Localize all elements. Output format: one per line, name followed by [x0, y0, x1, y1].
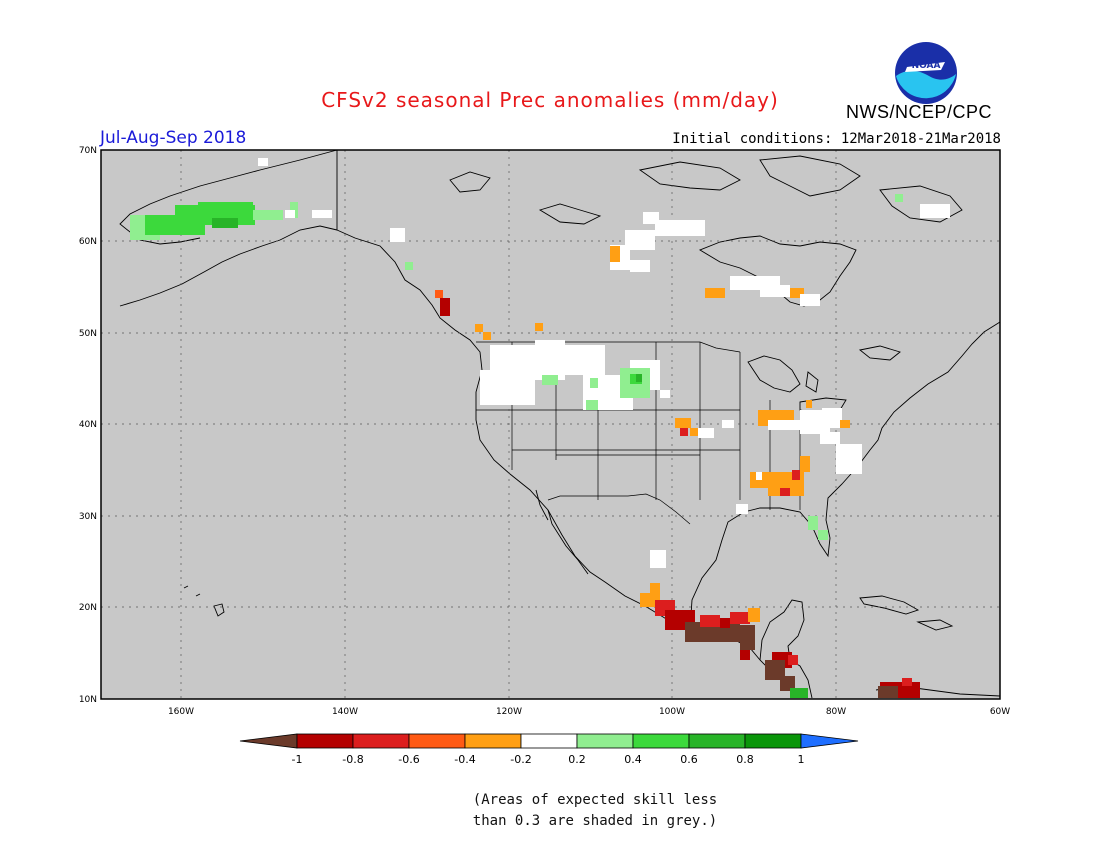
legend-label: 0.2 [568, 753, 586, 766]
initial-conditions-label: Initial conditions: 12Mar2018-21Mar2018 [672, 131, 1001, 147]
lat-label: 50N [79, 329, 97, 339]
legend-arrow-left [239, 733, 298, 749]
lat-labels: 70N 60N 50N 40N 30N 20N 10N [79, 146, 97, 705]
lon-label: 100W [659, 707, 685, 717]
lon-label: 140W [332, 707, 358, 717]
legend-swatch [464, 733, 522, 749]
legend-swatch [744, 733, 802, 749]
gridlines [101, 150, 1000, 699]
lat-label: 30N [79, 512, 97, 522]
noaa-logo: NOAA [895, 42, 957, 104]
legend-label: 0.8 [736, 753, 754, 766]
map-title: CFSv2 seasonal Prec anomalies (mm/day) [321, 88, 779, 112]
noaa-logo-text: NOAA [912, 61, 941, 71]
legend-label: 0.6 [680, 753, 698, 766]
legend-swatch [632, 733, 690, 749]
map-background [101, 150, 1000, 699]
lat-label: 20N [79, 603, 97, 613]
legend-swatch [688, 733, 746, 749]
color-legend: -1 -0.8 -0.6 -0.4 -0.2 0.2 0.4 0.6 0.8 1 [239, 733, 859, 766]
agency-label: NWS/NCEP/CPC [846, 102, 993, 122]
lon-label: 160W [168, 707, 194, 717]
legend-swatch [408, 733, 466, 749]
legend-label: -0.8 [342, 753, 363, 766]
anomaly-cells [130, 158, 950, 698]
lon-label: 80W [826, 707, 846, 717]
skill-footnote-line2: than 0.3 are shaded in grey.) [472, 813, 718, 829]
skill-footnote-line1: (Areas of expected skill less [472, 792, 718, 808]
legend-swatch [520, 733, 578, 749]
lon-label: 120W [496, 707, 522, 717]
lon-labels: 160W 140W 120W 100W 80W 60W [168, 707, 1010, 717]
lat-label: 10N [79, 695, 97, 705]
legend-label: -0.6 [398, 753, 419, 766]
lat-label: 60N [79, 237, 97, 247]
map-frame [100, 149, 1001, 700]
legend-label: -0.4 [454, 753, 475, 766]
skill-footnote: (Areas of expected skill less than 0.3 a… [0, 790, 1100, 832]
lat-label: 70N [79, 146, 97, 156]
legend-swatch [352, 733, 410, 749]
legend-label: -0.2 [510, 753, 531, 766]
legend-swatch [296, 733, 354, 749]
legend-arrow-right [800, 733, 859, 749]
legend-label: -1 [292, 753, 303, 766]
season-label: Jul-Aug-Sep 2018 [100, 128, 247, 148]
lon-label: 60W [990, 707, 1010, 717]
legend-label: 0.4 [624, 753, 642, 766]
legend-label: 1 [798, 753, 805, 766]
legend-swatch [576, 733, 634, 749]
lat-label: 40N [79, 420, 97, 430]
